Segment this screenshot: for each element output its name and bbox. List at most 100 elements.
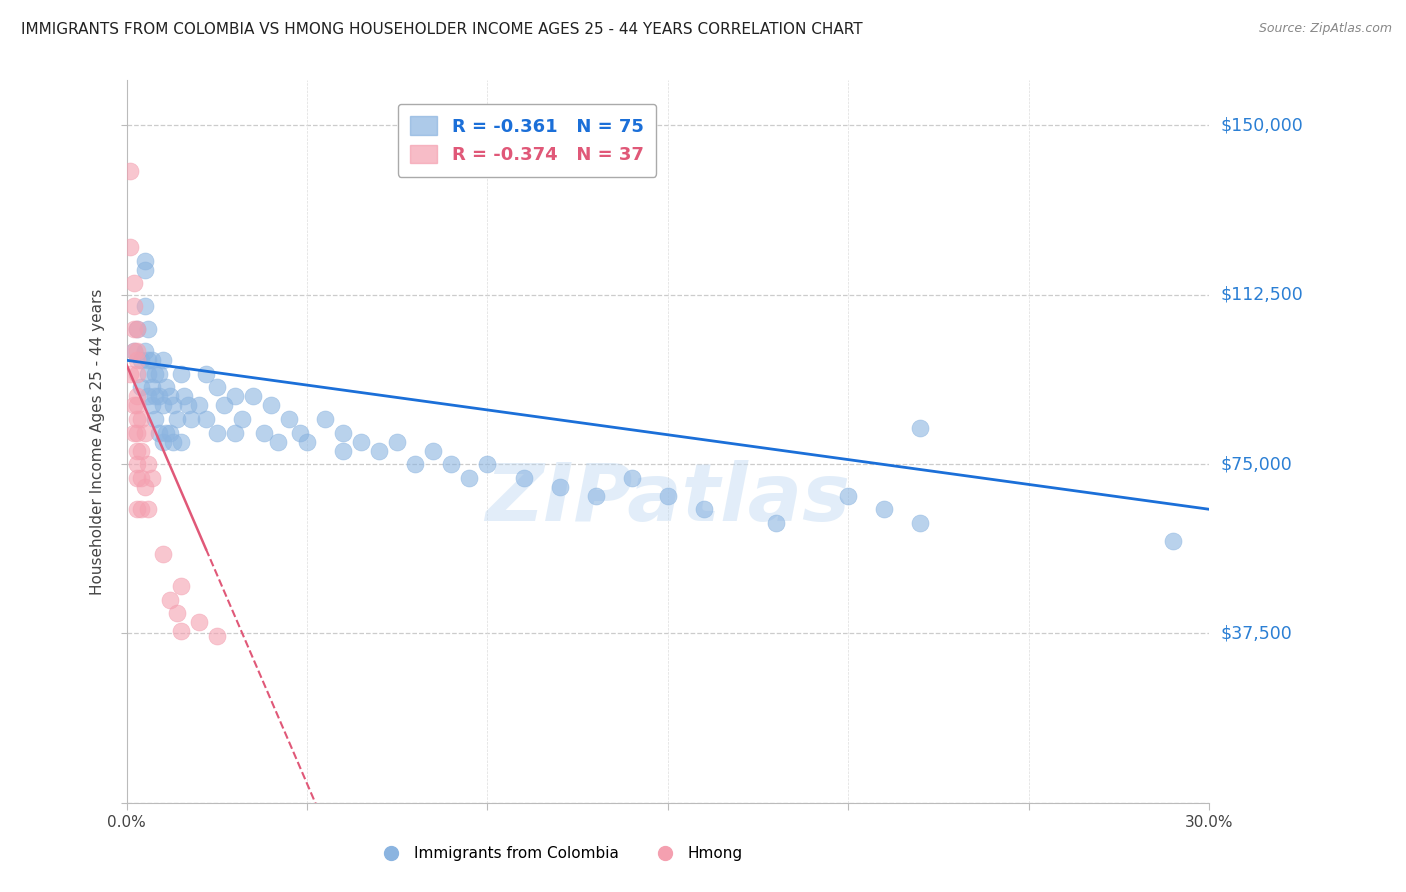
Point bbox=[134, 425, 156, 440]
Point bbox=[169, 624, 191, 639]
Point bbox=[404, 457, 426, 471]
Text: $150,000: $150,000 bbox=[1220, 117, 1303, 135]
Point bbox=[141, 470, 163, 484]
Point bbox=[458, 470, 481, 484]
Point bbox=[260, 398, 283, 412]
Point bbox=[253, 425, 276, 440]
Point bbox=[187, 398, 209, 412]
Point bbox=[129, 502, 152, 516]
Point bbox=[205, 425, 228, 440]
Point bbox=[477, 457, 499, 471]
Point bbox=[187, 615, 209, 630]
Point bbox=[127, 321, 149, 335]
Point bbox=[122, 398, 145, 412]
Point bbox=[134, 253, 156, 268]
Point bbox=[145, 389, 167, 403]
Point bbox=[224, 425, 246, 440]
Point bbox=[122, 344, 145, 359]
Point bbox=[136, 353, 159, 368]
Point bbox=[205, 629, 228, 643]
Point bbox=[512, 470, 534, 484]
Point bbox=[127, 321, 149, 335]
Point bbox=[134, 480, 156, 494]
Point bbox=[122, 299, 145, 313]
Point bbox=[585, 489, 607, 503]
Point bbox=[145, 367, 167, 381]
Text: ZIPatlas: ZIPatlas bbox=[485, 460, 851, 539]
Point bbox=[129, 443, 152, 458]
Point bbox=[162, 434, 184, 449]
Point bbox=[129, 353, 152, 368]
Point bbox=[224, 389, 246, 403]
Point bbox=[136, 389, 159, 403]
Point bbox=[169, 579, 191, 593]
Text: Source: ZipAtlas.com: Source: ZipAtlas.com bbox=[1258, 22, 1392, 36]
Point bbox=[620, 470, 643, 484]
Point bbox=[145, 412, 167, 426]
Point bbox=[134, 263, 156, 277]
Point bbox=[120, 240, 142, 254]
Point bbox=[127, 367, 149, 381]
Legend: Immigrants from Colombia, Hmong: Immigrants from Colombia, Hmong bbox=[370, 840, 749, 867]
Text: $112,500: $112,500 bbox=[1220, 285, 1303, 304]
Point bbox=[837, 489, 859, 503]
Point bbox=[657, 489, 679, 503]
Point bbox=[141, 398, 163, 412]
Point bbox=[134, 344, 156, 359]
Point bbox=[127, 412, 149, 426]
Point bbox=[368, 443, 391, 458]
Point bbox=[385, 434, 409, 449]
Point bbox=[122, 321, 145, 335]
Point bbox=[148, 367, 170, 381]
Point bbox=[180, 412, 202, 426]
Point bbox=[231, 412, 253, 426]
Point bbox=[205, 380, 228, 394]
Point bbox=[693, 502, 716, 516]
Point bbox=[162, 398, 184, 412]
Point bbox=[122, 344, 145, 359]
Text: IMMIGRANTS FROM COLOMBIA VS HMONG HOUSEHOLDER INCOME AGES 25 - 44 YEARS CORRELAT: IMMIGRANTS FROM COLOMBIA VS HMONG HOUSEH… bbox=[21, 22, 863, 37]
Point bbox=[548, 480, 571, 494]
Point bbox=[212, 398, 235, 412]
Point bbox=[765, 516, 787, 530]
Point bbox=[152, 353, 174, 368]
Point bbox=[141, 353, 163, 368]
Point bbox=[127, 389, 149, 403]
Point bbox=[278, 412, 301, 426]
Point bbox=[155, 425, 177, 440]
Point bbox=[127, 398, 149, 412]
Point bbox=[136, 457, 159, 471]
Point bbox=[136, 502, 159, 516]
Point bbox=[122, 425, 145, 440]
Point bbox=[127, 470, 149, 484]
Point bbox=[910, 421, 932, 435]
Point bbox=[159, 425, 181, 440]
Point bbox=[910, 516, 932, 530]
Point bbox=[152, 548, 174, 562]
Point bbox=[127, 457, 149, 471]
Point bbox=[169, 367, 191, 381]
Point bbox=[159, 592, 181, 607]
Point bbox=[136, 367, 159, 381]
Point bbox=[873, 502, 896, 516]
Point bbox=[152, 434, 174, 449]
Point bbox=[134, 299, 156, 313]
Point bbox=[159, 389, 181, 403]
Point bbox=[169, 434, 191, 449]
Point bbox=[350, 434, 373, 449]
Point bbox=[122, 277, 145, 291]
Point bbox=[141, 380, 163, 394]
Point bbox=[173, 389, 195, 403]
Point bbox=[422, 443, 444, 458]
Point bbox=[242, 389, 264, 403]
Point bbox=[127, 425, 149, 440]
Y-axis label: Householder Income Ages 25 - 44 years: Householder Income Ages 25 - 44 years bbox=[90, 288, 105, 595]
Text: $37,500: $37,500 bbox=[1220, 624, 1292, 642]
Point bbox=[127, 344, 149, 359]
Point bbox=[127, 443, 149, 458]
Point bbox=[166, 412, 188, 426]
Point bbox=[267, 434, 290, 449]
Point bbox=[1161, 533, 1184, 548]
Point bbox=[120, 163, 142, 178]
Point bbox=[129, 470, 152, 484]
